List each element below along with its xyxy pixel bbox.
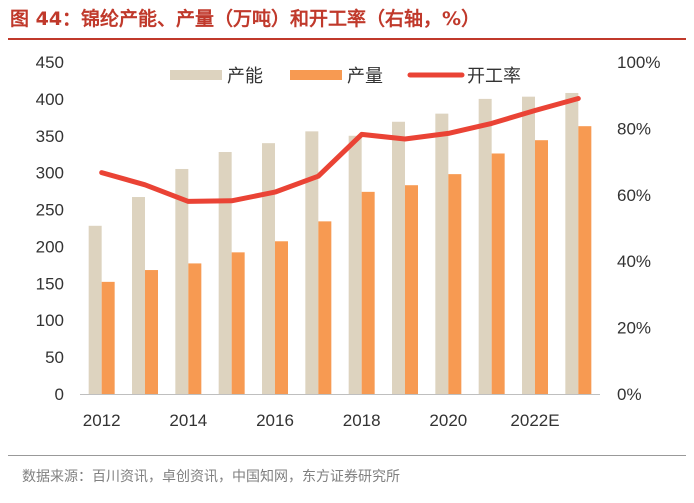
output-bar (361, 191, 375, 394)
x-axis: 2012 2014 2016 2018 2020 2022E (83, 411, 560, 430)
legend-swatch-capacity (170, 70, 222, 80)
y-right-tick-label: 20% (617, 319, 651, 338)
chart: 0 50 100 150 200 250 300 350 400 450 0% 20% 40% 60% 8… (36, 53, 661, 430)
output-bar (188, 263, 202, 394)
capacity-bar (478, 98, 492, 394)
x-tick-label: 2012 (83, 411, 121, 430)
y-left-tick-label: 300 (36, 164, 64, 183)
capacity-bar (262, 143, 275, 394)
output-bar (448, 174, 462, 394)
y-left-tick-label: 350 (36, 127, 64, 146)
y-left-tick-label: 100 (36, 311, 64, 330)
y-right-tick-label: 100% (617, 53, 660, 72)
utilization-line (99, 96, 581, 204)
legend-label: 开工率 (467, 66, 521, 86)
legend-label: 产能 (227, 66, 263, 86)
x-tick-label: 2018 (343, 411, 381, 430)
bars (88, 92, 592, 395)
figure-title: 图 44：锦纶产能、产量（万吨）和开工率（右轴，%） (10, 8, 481, 30)
capacity-bar (132, 197, 145, 394)
capacity-bar (218, 152, 232, 394)
title-rule (8, 38, 686, 40)
capacity-bar (522, 96, 535, 395)
capacity-bar (435, 113, 449, 395)
y-left-tick-label: 450 (36, 53, 64, 72)
y-left-tick-label: 150 (36, 274, 64, 293)
legend-label: 产量 (347, 66, 383, 86)
x-tick-label: 2016 (256, 411, 294, 430)
y-left-axis: 0 50 100 150 200 250 300 350 400 450 (36, 53, 64, 404)
y-right-tick-label: 60% (617, 186, 651, 205)
y-left-tick-label: 50 (45, 348, 64, 367)
output-bar (578, 126, 592, 394)
y-left-tick-label: 250 (36, 201, 64, 220)
y-left-tick-label: 200 (36, 237, 64, 256)
output-bar (405, 185, 418, 394)
capacity-bar (565, 92, 579, 394)
capacity-bar (392, 121, 405, 394)
y-right-tick-label: 0% (617, 385, 642, 404)
capacity-bar (305, 131, 319, 394)
output-bar (491, 153, 505, 394)
x-tick-label: 2022E (510, 411, 559, 430)
y-right-tick-label: 80% (617, 119, 651, 138)
y-left-tick-label: 400 (36, 90, 64, 109)
legend: 产能 产量 开工率 (170, 66, 521, 86)
output-bar (231, 252, 245, 394)
output-bar (318, 221, 332, 394)
source-rule (8, 455, 686, 456)
capacity-bar (88, 225, 102, 394)
x-tick-label: 2020 (429, 411, 467, 430)
y-left-tick-label: 0 (55, 385, 64, 404)
y-right-axis: 0% 20% 40% 60% 80% 100% (617, 53, 660, 404)
source-note: 数据来源：百川资讯，卓创资讯，中国知网，东方证券研究所 (22, 469, 400, 485)
lines (99, 96, 581, 204)
x-tick-label: 2014 (169, 411, 207, 430)
output-bar (275, 241, 288, 394)
capacity-bar (175, 168, 189, 394)
output-bar (535, 140, 548, 394)
legend-swatch-output (290, 70, 342, 80)
output-bar (101, 281, 115, 394)
y-right-tick-label: 40% (617, 252, 651, 271)
output-bar (145, 270, 158, 394)
capacity-bar (348, 135, 362, 394)
